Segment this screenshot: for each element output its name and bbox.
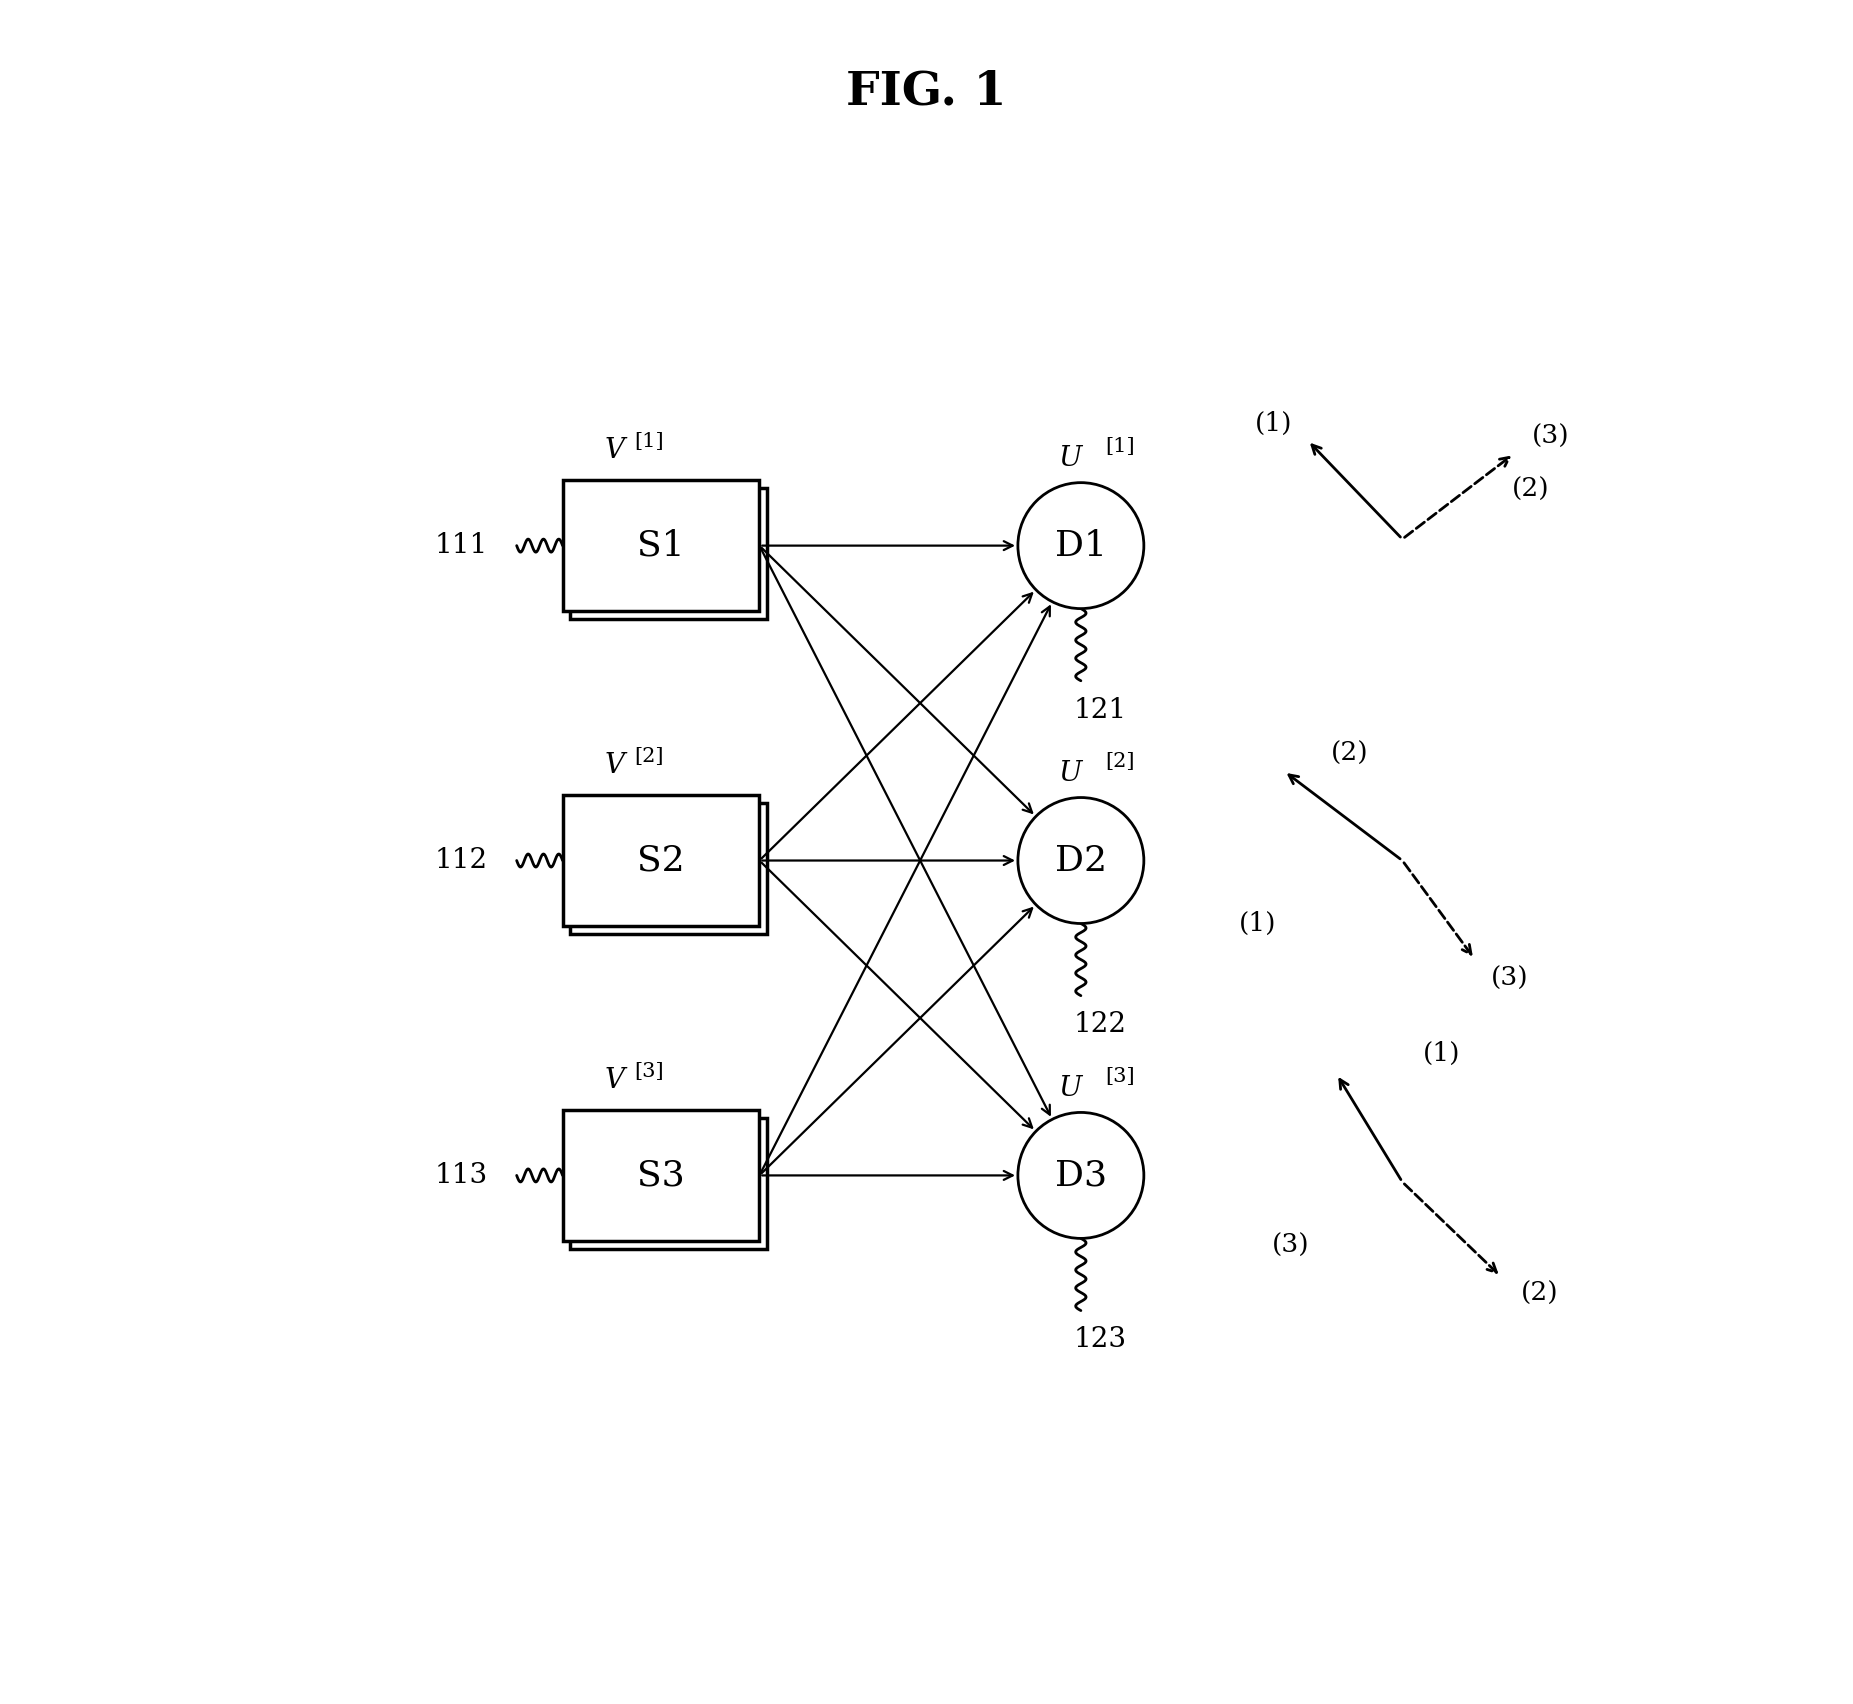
Text: 111: 111 [435, 532, 487, 559]
Text: 121: 121 [1075, 697, 1127, 724]
Circle shape [1017, 1113, 1143, 1239]
Text: U: U [1058, 445, 1082, 472]
Text: U: U [1058, 760, 1082, 787]
FancyBboxPatch shape [571, 487, 767, 619]
Text: S1: S1 [637, 528, 686, 562]
Text: (2): (2) [1330, 741, 1369, 765]
Text: [3]: [3] [634, 1062, 663, 1080]
Text: (2): (2) [1512, 477, 1549, 501]
FancyBboxPatch shape [571, 1118, 767, 1249]
Text: [2]: [2] [634, 746, 663, 767]
Text: S2: S2 [637, 843, 686, 878]
Text: (1): (1) [1254, 411, 1293, 436]
FancyBboxPatch shape [563, 481, 760, 612]
Text: D1: D1 [1054, 528, 1106, 562]
Text: [3]: [3] [1106, 1067, 1136, 1085]
Text: (3): (3) [1492, 966, 1529, 992]
Text: 122: 122 [1075, 1012, 1127, 1038]
Text: 112: 112 [435, 847, 487, 874]
Text: (3): (3) [1271, 1232, 1310, 1258]
FancyBboxPatch shape [563, 794, 760, 927]
Text: FIG. 1: FIG. 1 [847, 68, 1006, 114]
Text: D2: D2 [1054, 843, 1106, 878]
Text: 123: 123 [1075, 1326, 1127, 1353]
Text: 113: 113 [435, 1162, 487, 1189]
Text: S3: S3 [637, 1159, 686, 1193]
Circle shape [1017, 482, 1143, 608]
Text: V: V [606, 751, 624, 779]
FancyBboxPatch shape [571, 803, 767, 934]
Text: V: V [606, 1067, 624, 1094]
Text: (3): (3) [1532, 424, 1569, 450]
Text: [1]: [1] [634, 433, 663, 452]
Text: [2]: [2] [1106, 751, 1136, 772]
Text: D3: D3 [1054, 1159, 1106, 1193]
Text: (2): (2) [1521, 1281, 1558, 1305]
Text: (1): (1) [1240, 912, 1277, 935]
Text: V: V [606, 438, 624, 463]
Text: U: U [1058, 1075, 1082, 1102]
Circle shape [1017, 797, 1143, 924]
FancyBboxPatch shape [563, 1109, 760, 1241]
Text: (1): (1) [1423, 1041, 1460, 1067]
Text: [1]: [1] [1106, 438, 1136, 457]
